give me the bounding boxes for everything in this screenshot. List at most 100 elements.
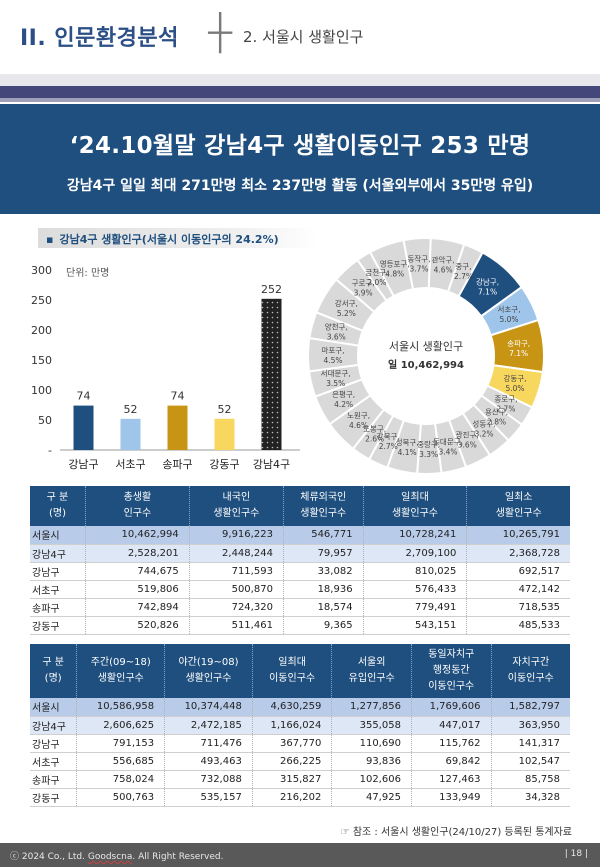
- donut-slice: [446, 243, 484, 298]
- value-cell: 355,058: [331, 716, 412, 735]
- section-title: II. 인문환경분석: [20, 26, 179, 51]
- page-number: | 18 |: [564, 849, 588, 859]
- page-header: II. 인문환경분석 ┼ 2. 서울시 생활인구: [0, 0, 600, 70]
- value-cell: 102,606: [331, 770, 412, 789]
- value-cell: 127,463: [411, 770, 492, 789]
- column-header: 일최대 이동인구수: [252, 644, 333, 698]
- value-cell: 33,082: [283, 562, 364, 581]
- section-subtitle: 2. 서울시 생활인구: [243, 28, 364, 46]
- value-cell: 2,709,100: [363, 544, 468, 563]
- bar-value-label: 74: [77, 390, 91, 403]
- category-label: 서초구: [115, 458, 145, 471]
- table-row: 서울시 10,462,994 9,916,223 546,771 10,728,241 1…: [30, 526, 570, 545]
- row-label-cell: 서울시: [30, 698, 78, 717]
- column-header: 체류외국인 생활인구수: [283, 486, 364, 526]
- value-cell: 742,894: [85, 598, 190, 617]
- value-cell: 718,535: [466, 598, 570, 617]
- value-cell: 791,153: [76, 734, 166, 753]
- slice-label: 마포구, 4.5%: [321, 346, 344, 365]
- value-cell: 576,433: [363, 580, 468, 599]
- value-cell: 520,826: [85, 616, 190, 635]
- population-table: 구 분 (명) 총생활 인구수 내국인 생활인구수 체류외국인 생활인구수 일최대 생활인구수 일최…: [30, 486, 570, 635]
- column-header: 동일자치구 행정동간 이동인구수: [411, 644, 492, 698]
- header-band-mid: [0, 98, 600, 102]
- bar-value-label: 52: [124, 403, 138, 416]
- row-label-cell: 강동구: [30, 788, 78, 807]
- plus-separator-icon: ┼: [208, 12, 233, 52]
- donut-center-title: 서울시 생활인구: [389, 339, 463, 353]
- table-row: 강남구 744,675 711,593 33,082 810,025 692,517: [30, 562, 570, 581]
- table-row: 강남4구 2,528,201 2,448,244 79,957 2,709,100 2,3…: [30, 544, 570, 563]
- column-header: 내국인 생활인구수: [189, 486, 284, 526]
- table-row: 강남구 791,153 711,476 367,770 110,690 115,762 14…: [30, 734, 570, 753]
- column-header: 서울외 유입인구수: [331, 644, 412, 698]
- value-cell: 472,142: [466, 580, 570, 599]
- value-cell: 79,957: [283, 544, 364, 563]
- bar-value-label: 52: [218, 403, 232, 416]
- y-tick-label: 200: [31, 324, 52, 337]
- company-name: Goodscna: [87, 852, 133, 862]
- slice-label: 영등포구, 4.8%: [380, 258, 410, 278]
- headline-banner: ‘24.10월말 강남4구 생활이동인구 253 만명 강남4구 일일 최대 2…: [0, 104, 600, 214]
- movement-table: 구 분 (명) 주간(09~18) 생활인구수 야간(19~08) 생활인구수 일최대 이동인…: [30, 644, 570, 807]
- column-header: 구 분 (명): [30, 486, 86, 526]
- category-label: 강남4구: [253, 458, 290, 471]
- column-header: 총생활 인구수: [85, 486, 190, 526]
- slice-label: 구로구, 3.9%: [352, 278, 375, 297]
- value-cell: 2,472,185: [164, 716, 253, 735]
- value-cell: 363,950: [491, 716, 570, 735]
- table-body: 서울시 10,586,958 10,374,448 4,630,259 1,277,85…: [30, 698, 570, 807]
- row-label-cell: 송파구: [30, 598, 86, 617]
- row-label-cell: 강남4구: [30, 716, 78, 735]
- value-cell: 102,547: [491, 752, 570, 771]
- row-label-cell: 강동구: [30, 616, 86, 635]
- value-cell: 10,728,241: [363, 526, 468, 545]
- value-cell: 1,166,024: [252, 716, 333, 735]
- slice-label: 강서구, 5.2%: [335, 298, 358, 318]
- value-cell: 779,491: [363, 598, 468, 617]
- value-cell: 133,949: [411, 788, 492, 807]
- value-cell: 315,827: [252, 770, 333, 789]
- value-cell: 18,574: [283, 598, 364, 617]
- chart-section-title: 강남4구 생활인구(서울시 이동인구의 24.2%): [38, 228, 318, 248]
- value-cell: 447,017: [411, 716, 492, 735]
- row-label-cell: 서초구: [30, 752, 78, 771]
- value-cell: 810,025: [363, 562, 468, 581]
- column-header: 자치구간 이동인구수: [491, 644, 570, 698]
- slice-label: 강남구, 7.1%: [476, 276, 499, 296]
- slice-label: 강북구, 2.7%: [377, 431, 400, 451]
- slice-label: 성북구, 4.1%: [396, 438, 419, 457]
- value-cell: 732,088: [164, 770, 253, 789]
- column-header: 야간(19~08) 생활인구수: [164, 644, 253, 698]
- value-cell: 758,024: [76, 770, 166, 789]
- value-cell: 93,836: [331, 752, 412, 771]
- y-tick-label: 150: [31, 354, 52, 367]
- value-cell: 216,202: [252, 788, 333, 807]
- slice-label: 강동구, 5.0%: [503, 373, 526, 393]
- value-cell: 10,265,791: [466, 526, 570, 545]
- slice-label: 서대문구, 3.5%: [321, 369, 351, 388]
- slice-label: 노원구, 4.6%: [347, 411, 370, 430]
- table-row: 송파구 742,894 724,320 18,574 779,491 718,535: [30, 598, 570, 617]
- value-cell: 1,277,856: [331, 698, 412, 717]
- value-cell: 9,365: [283, 616, 364, 635]
- bar: [167, 405, 188, 450]
- value-cell: 500,870: [189, 580, 284, 599]
- row-label-cell: 강남구: [30, 734, 78, 753]
- value-cell: 1,582,797: [491, 698, 570, 717]
- category-label: 강남구: [68, 458, 98, 471]
- table-header-row: 구 분 (명) 주간(09~18) 생활인구수 야간(19~08) 생활인구수 일최대 이동인…: [30, 644, 570, 698]
- table-row: 서초구 519,806 500,870 18,936 576,433 472,142: [30, 580, 570, 599]
- bar: [120, 418, 141, 450]
- table-row: 송파구 758,024 732,088 315,827 102,606 127,463 85…: [30, 770, 570, 789]
- slice-label: 중구, 2.7%: [454, 262, 473, 281]
- value-cell: 266,225: [252, 752, 333, 771]
- y-tick-label: -: [48, 444, 52, 457]
- source-note: ☞ 참조 : 서울시 생활인구(24/10/27) 등록된 통계자료: [340, 827, 572, 838]
- slice-label: 금천구, 2.0%: [365, 267, 388, 287]
- slice-label: 송파구, 7.1%: [507, 339, 530, 358]
- header-band-light: [0, 74, 600, 86]
- table-row: 서울시 10,586,958 10,374,448 4,630,259 1,277,85…: [30, 698, 570, 717]
- value-cell: 367,770: [252, 734, 333, 753]
- table-row: 강남4구 2,606,625 2,472,185 1,166,024 355,058 44…: [30, 716, 570, 735]
